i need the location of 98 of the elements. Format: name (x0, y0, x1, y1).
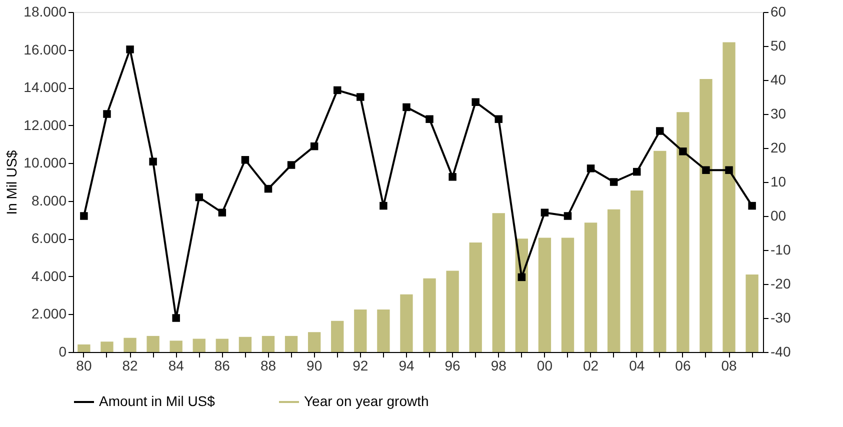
y2-tick-label: -40 (770, 344, 791, 360)
bar (584, 222, 598, 352)
legend-label: Amount in Mil US$ (99, 393, 216, 409)
point (610, 178, 618, 186)
bar (607, 209, 620, 352)
y2-tick-label: 10 (770, 174, 786, 190)
y-tick-label: 4.000 (31, 268, 67, 284)
bar (331, 320, 344, 352)
point (126, 46, 134, 54)
x-tick-label: 08 (721, 358, 738, 374)
bar (284, 336, 298, 352)
point (287, 161, 296, 169)
y-tick-label: 6.000 (31, 230, 67, 246)
bar (100, 342, 114, 352)
y-tick-label: 2.000 (31, 306, 67, 322)
bar (192, 338, 206, 352)
point (748, 202, 756, 210)
point (402, 103, 410, 112)
bar (676, 112, 690, 352)
bar (377, 310, 390, 352)
point (80, 212, 88, 220)
bar (124, 338, 136, 352)
bar (170, 340, 182, 352)
bar (630, 190, 644, 352)
y2-tick-label: 00 (770, 208, 786, 224)
point (632, 168, 641, 176)
point (518, 273, 526, 282)
bar (308, 332, 321, 352)
y2-tick-label: 60 (770, 4, 786, 20)
y-tick-label: 10.000 (24, 154, 67, 171)
x-tick-label: 92 (352, 358, 368, 374)
x-tick-label: 90 (306, 358, 322, 374)
bar (746, 274, 758, 352)
y2-tick-label: 50 (770, 38, 786, 54)
x-tick-label: 86 (214, 358, 230, 374)
y-tick-label: 8.000 (31, 192, 67, 208)
bar (654, 150, 666, 352)
y2-tick-label: -30 (770, 310, 791, 326)
x-tick-label: 02 (583, 358, 599, 374)
bar (400, 294, 413, 352)
y2-tick-label: -20 (770, 276, 791, 292)
point (380, 202, 388, 210)
point (725, 166, 733, 174)
bar (423, 278, 436, 352)
x-tick-label: 94 (398, 358, 414, 374)
bar (469, 242, 482, 352)
point (172, 314, 180, 322)
y-tick-label: 18.000 (24, 4, 67, 20)
bar (146, 336, 160, 352)
bar (78, 344, 90, 352)
y2-tick-label: 40 (770, 72, 786, 88)
x-tick-label: 84 (168, 358, 184, 374)
x-tick-label: 88 (260, 358, 276, 374)
x-tick-label: 06 (675, 358, 691, 374)
bar (561, 238, 574, 352)
point (356, 93, 364, 101)
point (218, 208, 226, 216)
y2-tick-label: 30 (770, 106, 786, 122)
y-tick-label: 12.000 (24, 116, 67, 133)
point (426, 115, 434, 123)
point (472, 98, 480, 106)
point (195, 193, 204, 202)
bar (354, 310, 367, 352)
point (494, 115, 503, 123)
point (540, 208, 549, 216)
x-tick-label: 96 (444, 358, 461, 374)
bar (700, 79, 712, 352)
point (586, 164, 595, 172)
bar (722, 42, 736, 352)
point (241, 156, 250, 164)
point (564, 212, 572, 220)
bar (538, 238, 552, 352)
bar (446, 270, 459, 352)
y-tick-label: 0 (58, 344, 67, 360)
x-tick-label: 82 (122, 358, 138, 374)
x-tick-label: 80 (76, 358, 92, 374)
point (149, 158, 157, 166)
x-tick-label: 98 (490, 358, 507, 374)
bar (216, 338, 229, 352)
bar (238, 336, 252, 352)
point (679, 148, 687, 156)
point (264, 184, 272, 193)
point (448, 173, 456, 181)
point (103, 110, 111, 118)
y-tick-label: 16.000 (24, 41, 67, 58)
point (333, 86, 342, 94)
y-tick-label: 14.000 (24, 79, 67, 96)
point (702, 166, 710, 174)
y-axis-title: In Mil US$ (4, 150, 20, 215)
x-tick-label: 04 (629, 358, 645, 374)
point (310, 142, 318, 150)
legend-label: Year on year growth (304, 393, 429, 409)
bar (262, 336, 275, 352)
x-tick-label: 00 (536, 358, 553, 374)
y2-tick-label: 20 (770, 140, 786, 156)
y2-tick-label: -10 (770, 242, 791, 258)
point (656, 127, 664, 135)
bar (492, 213, 505, 352)
